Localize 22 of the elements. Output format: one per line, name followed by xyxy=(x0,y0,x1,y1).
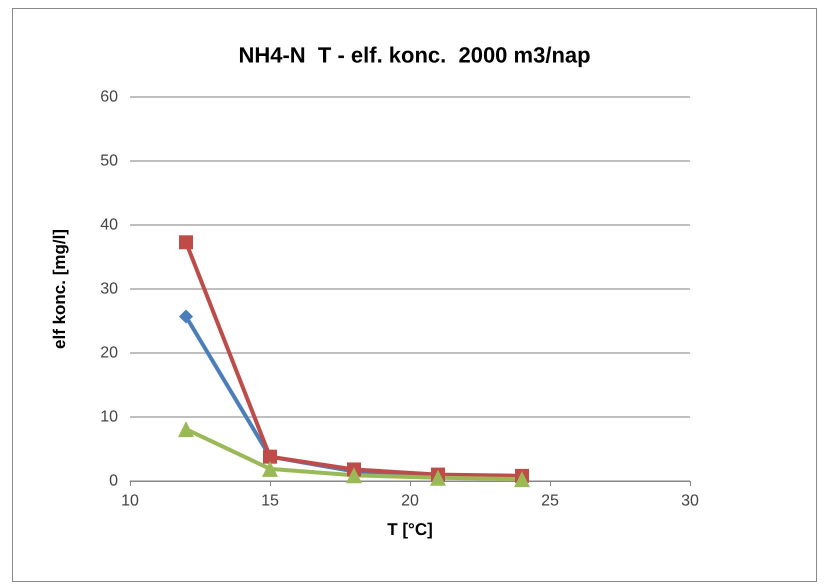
point xyxy=(514,471,530,488)
y-tick-label: 30 xyxy=(100,280,118,298)
point xyxy=(346,467,362,484)
chart-title: NH4-N T - elf. konc. 2000 m3/nap xyxy=(238,42,591,68)
y-tick-label: 60 xyxy=(100,88,118,106)
y-tick-label: 10 xyxy=(100,408,118,426)
point xyxy=(430,470,446,486)
x-tick-label: 30 xyxy=(681,492,699,510)
x-tick-label: 25 xyxy=(541,492,559,510)
point xyxy=(262,460,278,477)
y-tick-label: 0 xyxy=(109,472,118,490)
point xyxy=(178,421,194,438)
point xyxy=(179,310,193,324)
y-tick-label: 20 xyxy=(100,344,118,362)
point xyxy=(179,235,193,250)
x-tick-label: 20 xyxy=(401,492,419,510)
y-axis-title: elf konc. [mg/l] xyxy=(50,229,69,349)
x-tick-label: 10 xyxy=(121,492,139,510)
x-tick-label: 15 xyxy=(261,492,279,510)
y-tick-label: 50 xyxy=(100,152,118,170)
x-axis-title: T [°C] xyxy=(387,520,433,539)
y-tick-label: 40 xyxy=(100,216,118,234)
